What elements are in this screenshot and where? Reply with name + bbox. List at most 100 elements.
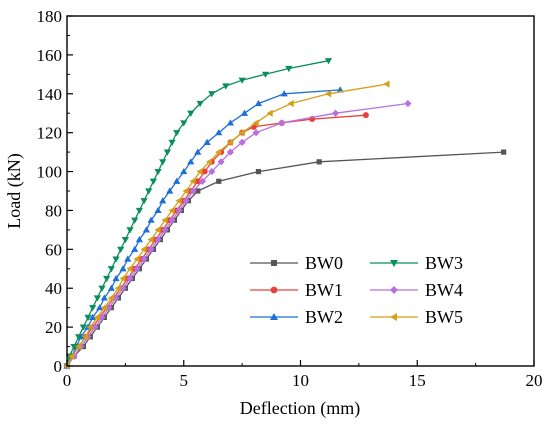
legend: BW0 BW1 BW2 BW3 BW4 BW5 — [250, 253, 463, 327]
series-layer — [63, 58, 507, 370]
data-point-bw5 — [168, 206, 175, 215]
data-point-bw4 — [198, 177, 207, 185]
data-point-bw3 — [149, 178, 157, 185]
data-point-bw2 — [89, 313, 97, 320]
data-point-bw3 — [261, 71, 270, 78]
y-tick-label: 80 — [45, 201, 62, 220]
data-point-bw1 — [362, 112, 369, 119]
data-point-bw4 — [208, 167, 216, 176]
data-point-bw4 — [226, 148, 235, 156]
data-point-bw4 — [217, 158, 225, 166]
legend-label-bw1: BW1 — [305, 280, 343, 300]
data-point-bw3 — [121, 237, 129, 244]
data-point-bw4 — [278, 119, 286, 127]
y-tick-label: 180 — [37, 7, 63, 26]
data-point-bw5 — [215, 148, 222, 156]
y-axis-title: Load (kN) — [4, 153, 25, 228]
data-point-bw2 — [226, 119, 235, 126]
data-point-bw3 — [126, 227, 134, 234]
data-point-bw4 — [189, 187, 197, 195]
data-point-bw5 — [126, 265, 133, 273]
data-point-bw5 — [196, 167, 203, 176]
data-point-bw3 — [238, 77, 246, 84]
data-point-bw5 — [161, 216, 168, 224]
data-point-bw2 — [180, 167, 188, 175]
data-point-bw0 — [316, 159, 322, 165]
data-point-bw4 — [126, 274, 134, 283]
y-tick-label: 40 — [45, 279, 62, 298]
data-point-bw4 — [238, 138, 246, 146]
data-point-bw4 — [182, 197, 190, 205]
data-point-bw3 — [103, 275, 111, 283]
legend-item-bw2: BW2 — [250, 307, 343, 327]
data-point-bw3 — [70, 343, 78, 351]
data-point-bw5 — [154, 226, 161, 234]
data-point-bw2 — [96, 304, 104, 311]
data-point-bw3 — [112, 256, 120, 263]
data-point-bw0 — [501, 149, 507, 155]
data-point-bw5 — [114, 284, 121, 292]
data-point-bw5 — [147, 236, 154, 244]
series-bw4 — [63, 99, 412, 370]
legend-label-bw4: BW4 — [425, 280, 463, 300]
data-point-bw0 — [195, 188, 201, 194]
data-point-bw2 — [147, 216, 155, 223]
data-point-bw2 — [194, 148, 202, 155]
data-point-bw2 — [135, 236, 143, 243]
legend-item-bw5: BW5 — [370, 307, 463, 327]
data-point-bw2 — [107, 284, 115, 291]
data-point-bw5 — [100, 304, 107, 312]
data-point-bw2 — [215, 129, 223, 136]
legend-label-bw5: BW5 — [425, 307, 463, 327]
data-point-bw2 — [254, 99, 263, 107]
data-point-bw3 — [98, 285, 106, 292]
data-point-bw3 — [180, 120, 188, 127]
data-point-bw4 — [112, 294, 120, 302]
data-point-bw5 — [68, 352, 75, 360]
data-point-bw2 — [142, 226, 150, 233]
data-point-bw3 — [173, 130, 181, 137]
data-point-bw2 — [124, 255, 132, 262]
data-point-bw4 — [133, 265, 141, 273]
data-point-bw4 — [252, 129, 260, 137]
data-point-bw5 — [182, 187, 189, 195]
data-point-bw5 — [75, 342, 82, 351]
data-point-bw4 — [404, 99, 412, 108]
data-point-bw2 — [173, 177, 181, 184]
data-point-bw5 — [252, 119, 259, 127]
legend-label-bw3: BW3 — [425, 253, 463, 273]
y-tick-label: 140 — [37, 85, 63, 104]
data-point-bw3 — [79, 324, 87, 331]
data-point-bw3 — [222, 83, 230, 90]
data-point-bw2 — [154, 206, 162, 214]
data-point-bw4 — [331, 109, 340, 117]
data-point-bw3 — [84, 314, 92, 321]
legend-item-bw3: BW3 — [370, 253, 463, 273]
data-point-bw3 — [117, 246, 125, 253]
data-point-bw4 — [175, 206, 183, 215]
data-point-bw3 — [168, 139, 176, 146]
x-tick-label: 20 — [526, 371, 543, 390]
data-point-bw4 — [147, 245, 155, 253]
legend-item-bw4: BW4 — [370, 280, 463, 300]
data-point-bw3 — [159, 159, 167, 166]
data-point-bw5 — [205, 158, 213, 166]
series-line-bw3 — [66, 60, 329, 367]
data-point-bw2 — [100, 294, 108, 301]
data-point-bw5 — [226, 138, 234, 146]
data-point-bw2 — [159, 197, 167, 204]
data-point-bw3 — [140, 198, 148, 205]
y-tick-label: 100 — [37, 163, 63, 182]
legend-marker-bw0 — [271, 260, 277, 266]
data-point-bw2 — [119, 265, 127, 272]
data-point-bw3 — [93, 295, 101, 302]
x-tick-label: 15 — [409, 371, 426, 390]
y-tick-label: 60 — [45, 240, 62, 259]
data-point-bw3 — [107, 266, 115, 273]
data-point-bw4 — [140, 255, 148, 263]
axes-layer: 0 5 10 15 20 0 20 40 60 80 100 120 140 160 180 — [37, 7, 543, 390]
y-tick-label: 120 — [37, 124, 63, 143]
data-point-bw5 — [238, 129, 245, 137]
data-point-bw2 — [280, 90, 288, 97]
series-line-bw4 — [66, 102, 408, 367]
